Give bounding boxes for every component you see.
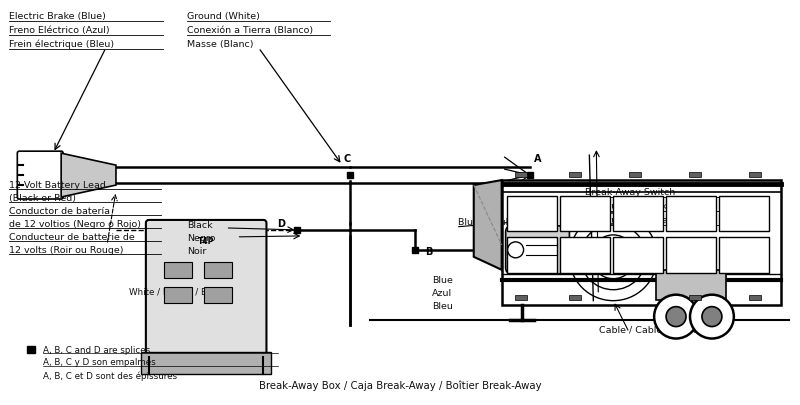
Text: B: B <box>426 246 433 256</box>
Text: 12-Volt Battery Lead: 12-Volt Battery Lead <box>10 181 106 190</box>
Bar <box>749 173 761 178</box>
Text: Interruptor Break-Away: Interruptor Break-Away <box>586 202 696 211</box>
Text: Frein électrique (Bleu): Frein électrique (Bleu) <box>10 39 114 49</box>
Text: Azul: Azul <box>432 288 452 297</box>
FancyBboxPatch shape <box>506 226 570 274</box>
Text: A: A <box>534 154 542 164</box>
Bar <box>560 237 610 273</box>
Text: Electric Brake (Blue): Electric Brake (Blue) <box>10 12 106 21</box>
Text: D: D <box>278 218 286 228</box>
Text: Black: Black <box>186 220 212 229</box>
Circle shape <box>690 295 734 339</box>
FancyBboxPatch shape <box>146 220 266 356</box>
Text: Freno Eléctrico (Azul): Freno Eléctrico (Azul) <box>10 26 110 34</box>
Text: A, B, C y D son empalmes: A, B, C y D son empalmes <box>43 358 156 367</box>
Text: Cable / Cable / Câble: Cable / Cable / Câble <box>599 325 699 334</box>
Bar <box>689 295 701 300</box>
Text: de 12 voltios (Negro o Rojo): de 12 voltios (Negro o Rojo) <box>10 220 142 228</box>
Bar <box>718 237 769 273</box>
Text: Noir: Noir <box>186 246 206 255</box>
Bar <box>613 196 662 232</box>
Bar <box>294 227 300 233</box>
Bar <box>506 237 557 273</box>
Text: Conductor de batería: Conductor de batería <box>10 207 110 215</box>
Bar <box>560 196 610 232</box>
Text: (Black or Red): (Black or Red) <box>10 194 76 202</box>
Text: Interrupteur Break-Away: Interrupteur Break-Away <box>586 215 702 224</box>
Text: A, B, C et D sont des épissures: A, B, C et D sont des épissures <box>43 371 178 380</box>
Bar <box>141 353 271 375</box>
Circle shape <box>666 307 686 327</box>
Polygon shape <box>61 154 116 198</box>
Bar <box>514 295 526 300</box>
Bar <box>204 287 231 303</box>
Text: C: C <box>343 154 351 164</box>
Text: Negro: Negro <box>186 233 215 242</box>
Text: Bleu: Bleu <box>432 301 453 310</box>
Bar <box>749 295 761 300</box>
Bar <box>514 173 526 178</box>
Bar <box>630 173 641 178</box>
Bar <box>666 196 716 232</box>
Bar <box>27 345 35 354</box>
Text: Ground (White): Ground (White) <box>186 12 260 21</box>
Text: Conexión a Tierra (Blanco): Conexión a Tierra (Blanco) <box>186 26 313 34</box>
Bar <box>613 237 662 273</box>
Bar <box>347 173 353 179</box>
Text: A, B, C and D are splices: A, B, C and D are splices <box>43 345 150 354</box>
Text: Break-Away Box / Caja Break-Away / Boîtier Break-Away: Break-Away Box / Caja Break-Away / Boîti… <box>258 380 542 390</box>
Bar <box>718 196 769 232</box>
Text: 12 volts (Roir ou Rouge): 12 volts (Roir ou Rouge) <box>10 245 124 254</box>
Bar <box>689 173 701 178</box>
Polygon shape <box>474 181 502 270</box>
Bar <box>164 287 192 303</box>
Bar <box>204 262 231 278</box>
Bar <box>570 295 582 300</box>
Text: Blue / Azul / Bleu: Blue / Azul / Bleu <box>458 217 538 226</box>
Bar <box>526 173 533 179</box>
Bar <box>506 196 557 232</box>
Text: Masse (Blanc): Masse (Blanc) <box>186 39 254 49</box>
Text: White / Blanco / Blanc: White / Blanco / Blanc <box>129 287 225 296</box>
Bar <box>570 173 582 178</box>
Text: Blue: Blue <box>432 275 453 284</box>
Bar <box>502 181 781 305</box>
Text: Conducteur de batterie de: Conducteur de batterie de <box>10 232 135 241</box>
Bar <box>656 270 726 300</box>
Circle shape <box>654 295 698 339</box>
Text: T4P: T4P <box>198 237 214 246</box>
Text: Break-Away Switch: Break-Away Switch <box>586 188 676 196</box>
Bar <box>164 262 192 278</box>
Circle shape <box>702 307 722 327</box>
Bar <box>666 237 716 273</box>
FancyBboxPatch shape <box>18 152 63 200</box>
Circle shape <box>508 242 523 258</box>
Bar <box>412 247 418 253</box>
